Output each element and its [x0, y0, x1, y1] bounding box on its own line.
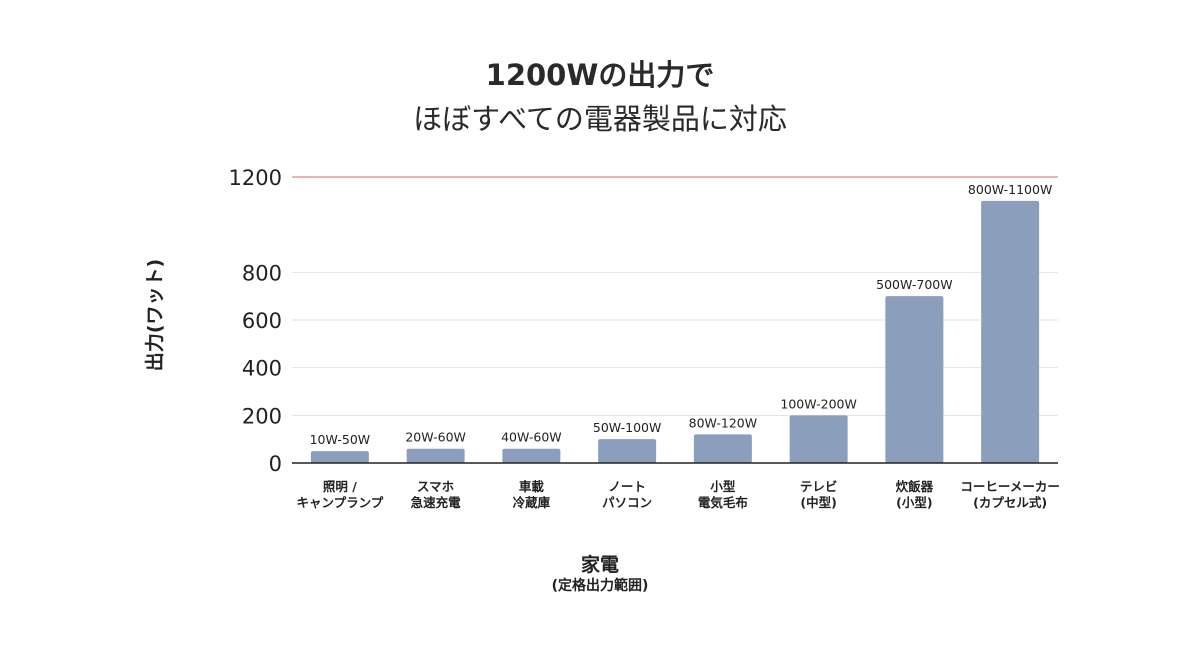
- x-tick-label: 急速充電: [411, 495, 462, 510]
- y-tick-label: 600: [242, 309, 282, 333]
- x-axis-label: 家電: [580, 554, 619, 576]
- x-tick-label: 車載: [519, 479, 545, 494]
- data-label: 100W-200W: [780, 396, 856, 411]
- data-label: 80W-120W: [689, 415, 758, 430]
- x-axis-sublabel: (定格出力範囲): [551, 578, 649, 594]
- x-tick-label: テレビ: [800, 479, 838, 494]
- x-tick-label: コーヒーメーカー: [960, 479, 1060, 494]
- y-tick-label: 400: [242, 357, 282, 381]
- x-tick-label: パソコン: [602, 495, 652, 510]
- bar: [789, 415, 848, 463]
- x-tick-label: スマホ: [417, 479, 454, 494]
- y-tick-label: 1200: [229, 166, 282, 190]
- data-label: 20W-60W: [405, 430, 466, 445]
- y-tick-label: 200: [242, 404, 282, 428]
- bar: [693, 434, 752, 463]
- chart-title-line1: 1200Wの出力で: [485, 58, 715, 92]
- y-tick-label: 800: [242, 261, 282, 285]
- x-tick-label: キャンプランプ: [296, 495, 383, 510]
- y-tick-label: 0: [269, 452, 282, 476]
- x-tick-label: 小型: [709, 479, 736, 494]
- x-tick-label: 炊飯器: [896, 479, 934, 494]
- x-tick-label: (小型): [896, 495, 932, 510]
- data-label: 40W-60W: [501, 430, 562, 445]
- x-tick-label: (カプセル式): [973, 495, 1047, 510]
- x-tick-label: 冷蔵庫: [513, 495, 551, 510]
- data-label: 10W-50W: [310, 432, 371, 447]
- y-axis-label: 出力(ワット): [144, 258, 166, 372]
- bar: [598, 439, 657, 463]
- bar: [310, 451, 369, 463]
- bar: [981, 200, 1040, 464]
- bar: [502, 448, 561, 463]
- x-tick-label: 電気毛布: [698, 495, 749, 510]
- data-label: 50W-100W: [593, 420, 662, 435]
- data-label: 800W-1100W: [968, 182, 1052, 197]
- x-tick-label: 照明 /: [323, 479, 357, 494]
- x-tick-label: ノート: [608, 479, 646, 494]
- bar: [885, 296, 944, 463]
- bar: [406, 448, 465, 463]
- data-label: 500W-700W: [876, 277, 952, 292]
- x-tick-label: (中型): [800, 495, 836, 510]
- chart-title-line2: ほぼすべての電器製品に対応: [413, 102, 787, 136]
